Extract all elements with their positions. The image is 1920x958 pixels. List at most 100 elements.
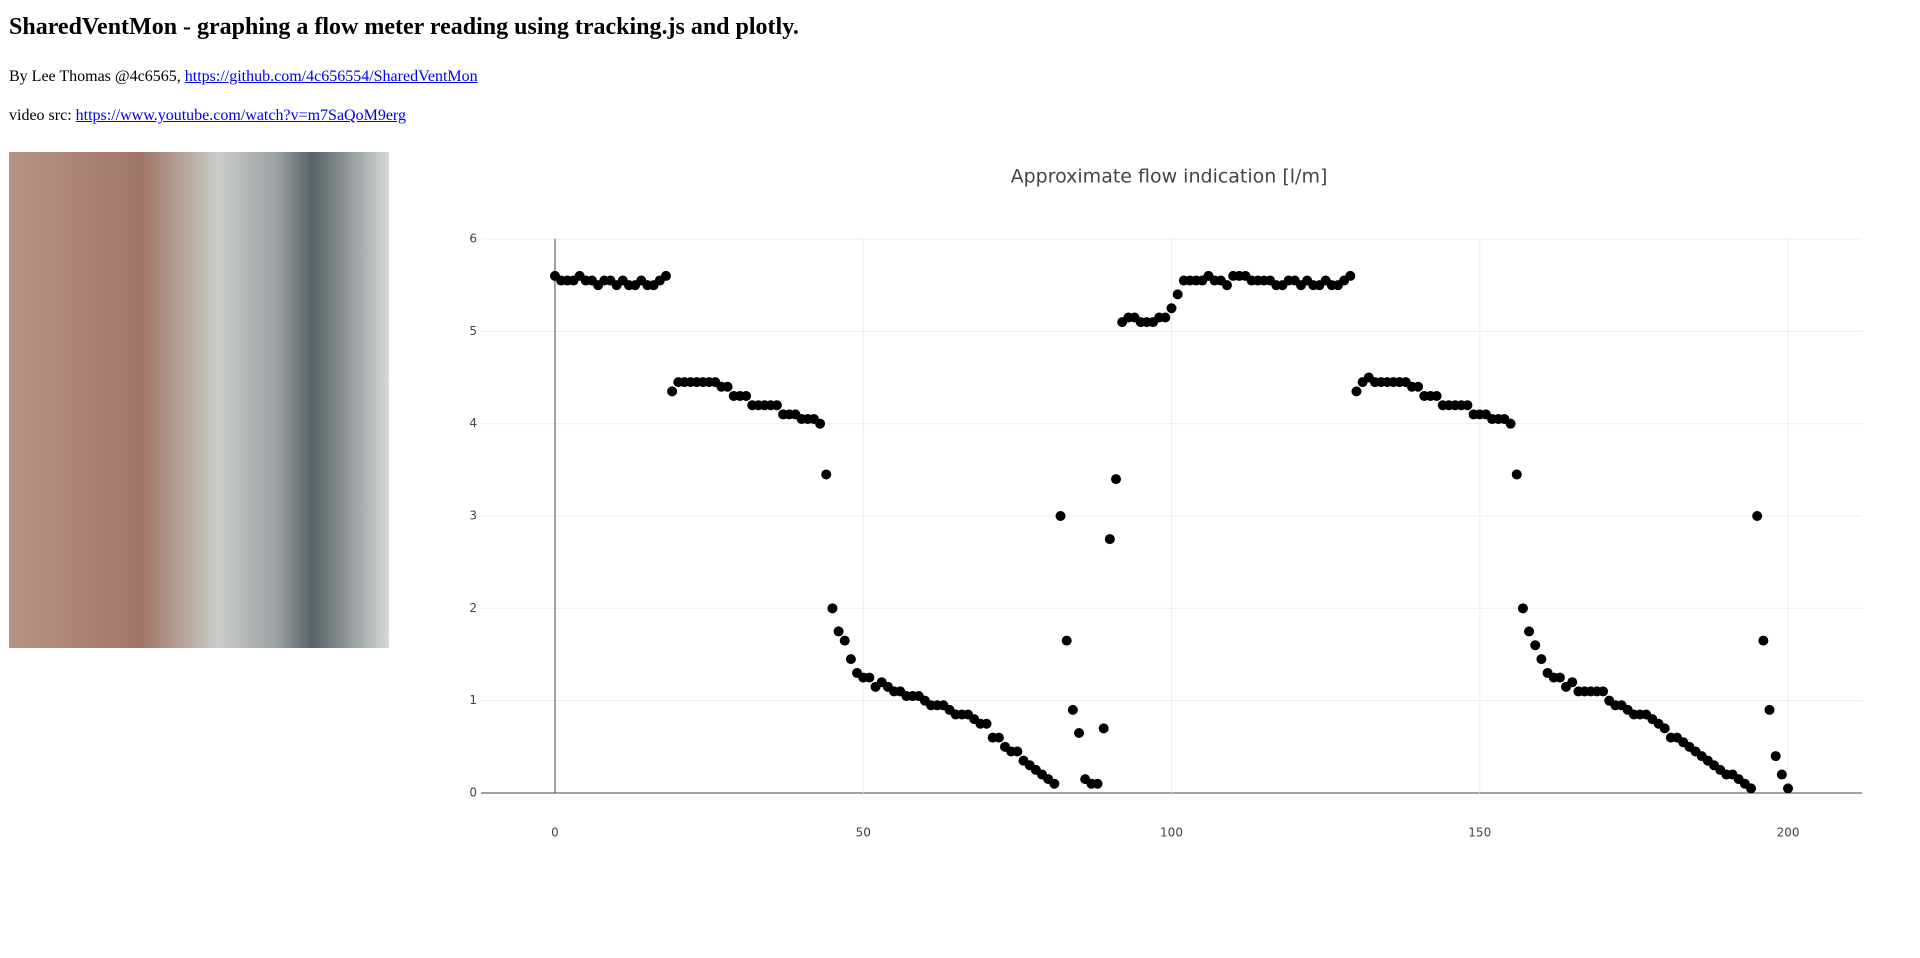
data-point	[1721, 769, 1732, 780]
data-point	[660, 270, 671, 281]
data-point	[889, 686, 900, 697]
data-point	[1080, 774, 1091, 785]
data-point	[549, 270, 560, 281]
data-point	[710, 377, 721, 388]
data-point	[870, 681, 881, 692]
data-point	[1591, 686, 1602, 697]
y-tick-label: 5	[469, 324, 477, 338]
data-point	[1351, 386, 1362, 397]
data-point	[1604, 695, 1615, 706]
data-point	[556, 275, 567, 286]
data-point	[1505, 418, 1516, 429]
data-point	[1431, 390, 1442, 401]
data-point	[605, 275, 616, 286]
data-point	[1764, 704, 1775, 715]
video-row: video src: https://www.youtube.com/watch…	[9, 107, 406, 125]
data-point	[1628, 709, 1639, 720]
data-point	[1092, 778, 1103, 789]
data-point	[1443, 400, 1454, 411]
data-point	[778, 409, 789, 420]
data-point	[1400, 377, 1411, 388]
data-point	[975, 718, 986, 729]
data-point	[839, 635, 850, 646]
repo-link[interactable]: https://github.com/4c656554/SharedVentMo…	[184, 68, 478, 85]
data-point	[1598, 686, 1609, 697]
data-point	[1258, 275, 1269, 286]
data-point	[1715, 764, 1726, 775]
data-point	[1234, 270, 1245, 281]
data-point	[1363, 372, 1374, 383]
data-point	[1456, 400, 1467, 411]
data-point	[1770, 751, 1781, 762]
y-tick-label: 2	[469, 601, 477, 615]
data-point	[679, 377, 690, 388]
data-point	[1295, 280, 1306, 291]
data-point	[932, 700, 943, 711]
data-point	[1018, 755, 1029, 766]
data-point	[1086, 778, 1097, 789]
data-point	[981, 718, 992, 729]
data-point	[1758, 635, 1769, 646]
data-point	[1665, 732, 1676, 743]
data-point	[673, 377, 684, 388]
data-point	[1647, 714, 1658, 725]
data-point	[574, 270, 585, 281]
data-point	[759, 400, 770, 411]
x-tick-label: 0	[551, 826, 559, 840]
data-point	[1536, 654, 1547, 665]
data-point	[1074, 727, 1085, 738]
data-point	[630, 280, 641, 291]
data-point	[901, 691, 912, 702]
data-point	[1283, 275, 1294, 286]
data-point	[1394, 377, 1405, 388]
data-point	[593, 280, 604, 291]
data-point	[1727, 769, 1738, 780]
video-frame[interactable]	[9, 152, 389, 648]
data-point	[1061, 635, 1072, 646]
data-point	[1678, 737, 1689, 748]
data-point	[1024, 760, 1035, 771]
data-point	[611, 280, 622, 291]
data-point	[1055, 511, 1066, 521]
data-point	[1000, 741, 1011, 752]
data-point	[1141, 317, 1152, 328]
data-point	[1462, 400, 1473, 411]
data-point	[1252, 275, 1263, 286]
data-point	[1579, 686, 1590, 697]
video-link[interactable]: https://www.youtube.com/watch?v=m7SaQoM9…	[75, 107, 406, 124]
data-point	[944, 704, 955, 715]
data-point	[1209, 275, 1220, 286]
data-point	[1067, 704, 1078, 715]
data-point	[1289, 275, 1300, 286]
data-point	[1684, 741, 1695, 752]
data-point	[1320, 275, 1331, 286]
data-point	[1530, 640, 1541, 651]
data-point	[993, 732, 1004, 743]
data-point	[1622, 704, 1633, 715]
data-point	[1148, 317, 1159, 328]
data-point	[642, 280, 653, 291]
data-point	[1752, 511, 1763, 521]
data-point	[1197, 275, 1208, 286]
x-tick-label: 100	[1160, 826, 1183, 840]
data-point	[1043, 774, 1054, 785]
data-point	[1437, 400, 1448, 411]
data-point	[586, 275, 597, 286]
data-point	[858, 672, 869, 683]
byline-row: By Lee Thomas @4c6565, https://github.co…	[9, 68, 478, 86]
data-point	[919, 695, 930, 706]
data-point	[1277, 280, 1288, 291]
data-point	[716, 381, 727, 392]
data-point	[1776, 769, 1787, 780]
data-point	[1135, 317, 1146, 328]
data-point	[1326, 280, 1337, 291]
y-tick-label: 1	[469, 693, 477, 707]
data-point	[648, 280, 659, 291]
data-point	[1030, 764, 1041, 775]
data-point	[1450, 400, 1461, 411]
data-point	[1271, 280, 1282, 291]
data-point	[1567, 677, 1578, 688]
y-tick-label: 0	[469, 786, 477, 800]
data-point	[1049, 778, 1060, 789]
data-point	[1696, 751, 1707, 762]
